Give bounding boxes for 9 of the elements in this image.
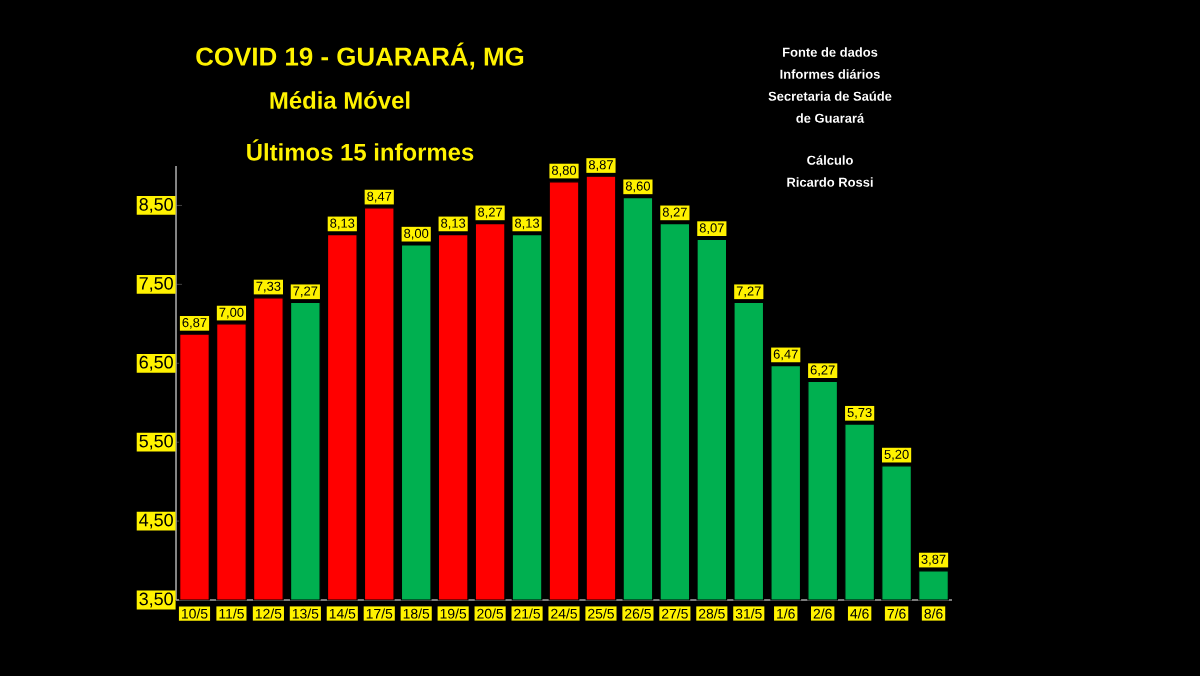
y-tick-label: 6,50 xyxy=(139,355,173,371)
y-tick-label: 3,50 xyxy=(139,592,173,608)
chart-title: COVID 19 - GUARARÁ, MG xyxy=(196,42,524,70)
text: Últimos 15 informes xyxy=(247,139,474,161)
y-tick-label: 4,50 xyxy=(139,513,173,529)
y-tick-label: 7,50 xyxy=(139,276,173,292)
y-tick-label: 5,50 xyxy=(139,434,173,450)
chart-subtitle: Média Móvel xyxy=(270,91,410,109)
y-tick-label: 8,50 xyxy=(139,198,173,213)
